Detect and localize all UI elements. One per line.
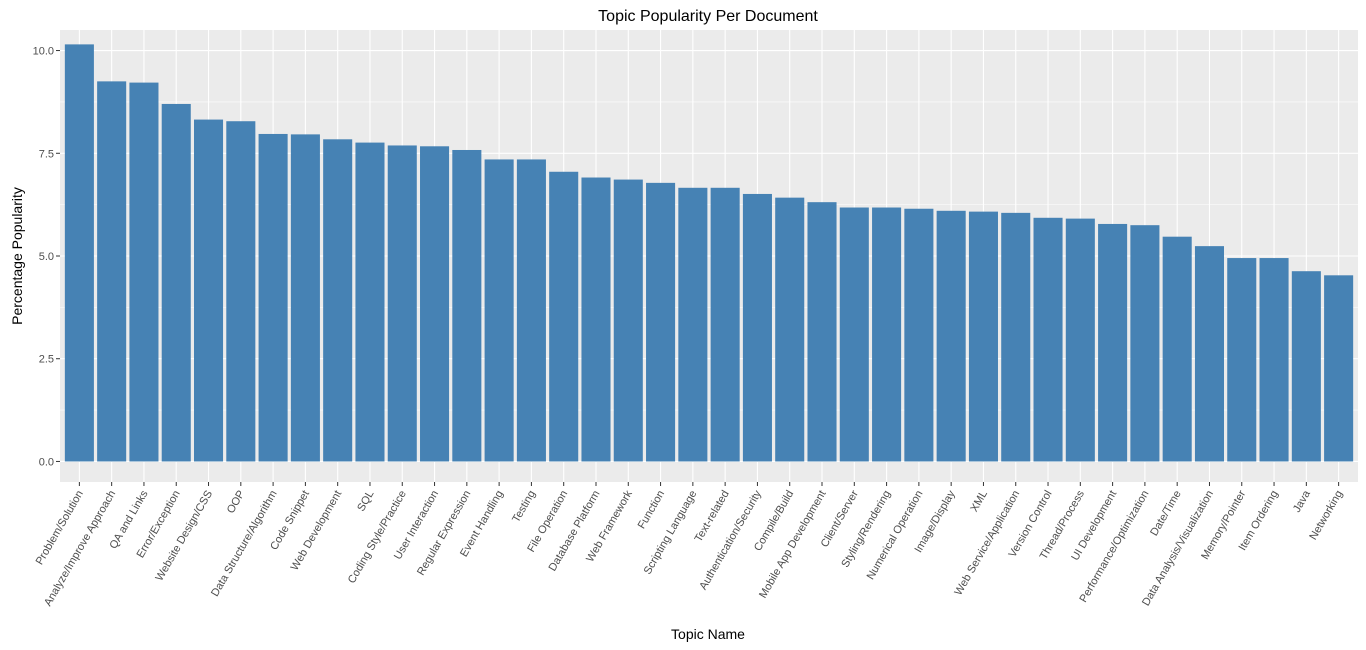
bar <box>678 187 708 462</box>
bar <box>258 133 288 462</box>
bar <box>161 103 191 462</box>
bar <box>1130 225 1160 462</box>
y-tick-label: 5.0 <box>39 251 54 263</box>
bar <box>355 142 385 462</box>
bar <box>1065 218 1095 462</box>
x-tick-label: Website Design/CSS <box>153 489 215 584</box>
x-tick-label: Date/Time <box>1148 489 1184 539</box>
bars-group <box>64 44 1354 462</box>
y-tick-label: 0.0 <box>39 456 54 468</box>
bar <box>710 187 740 462</box>
bar <box>968 211 998 462</box>
bar <box>516 159 546 462</box>
bar <box>1194 246 1225 462</box>
bar <box>742 193 772 462</box>
bar <box>1162 236 1192 462</box>
bar <box>872 207 902 462</box>
bar <box>484 159 514 462</box>
bar <box>581 177 611 462</box>
bar <box>904 208 934 462</box>
bar <box>64 44 94 462</box>
bar <box>226 121 256 462</box>
x-tick-label: Coding Style/Practice <box>346 489 409 586</box>
x-tick-label: Java <box>1291 488 1313 515</box>
bar <box>1259 258 1289 462</box>
x-tick-label: Function <box>636 489 667 532</box>
bar <box>1324 275 1354 462</box>
y-axis: 0.0 2.5 5.0 7.5 10.0 <box>33 46 60 468</box>
bar <box>1291 271 1321 462</box>
bar <box>1098 223 1128 462</box>
y-tick-label: 2.5 <box>39 354 54 366</box>
x-tick-label: XML <box>968 489 990 515</box>
bar <box>323 139 353 462</box>
bar <box>775 197 805 462</box>
bar <box>97 81 127 462</box>
x-tick-label: OOP <box>225 489 248 516</box>
bar <box>452 149 482 462</box>
bar <box>936 210 966 462</box>
bar <box>839 207 869 462</box>
bar <box>1227 258 1257 462</box>
x-tick-label: Authentication/Security <box>697 488 764 592</box>
bar <box>193 119 224 462</box>
x-tick-label: SQL <box>355 489 376 514</box>
bar <box>807 202 837 462</box>
bar <box>646 182 676 462</box>
x-axis-title: Topic Name <box>671 626 745 642</box>
chart-title: Topic Popularity Per Document <box>598 8 818 25</box>
bar <box>1033 217 1063 462</box>
y-axis-title: Percentage Popularity <box>9 187 25 325</box>
bar <box>420 146 450 462</box>
y-tick-label: 10.0 <box>33 46 54 58</box>
bar <box>290 134 320 462</box>
x-tick-label: Testing <box>510 489 538 525</box>
bar <box>387 145 417 462</box>
x-tick-label: Mobile App Development <box>757 489 829 601</box>
bar <box>613 179 643 462</box>
y-tick-label: 7.5 <box>39 148 54 160</box>
bar <box>549 171 579 462</box>
bar <box>1001 212 1031 462</box>
bar <box>129 82 159 462</box>
x-tick-label: Networking <box>1307 489 1345 543</box>
